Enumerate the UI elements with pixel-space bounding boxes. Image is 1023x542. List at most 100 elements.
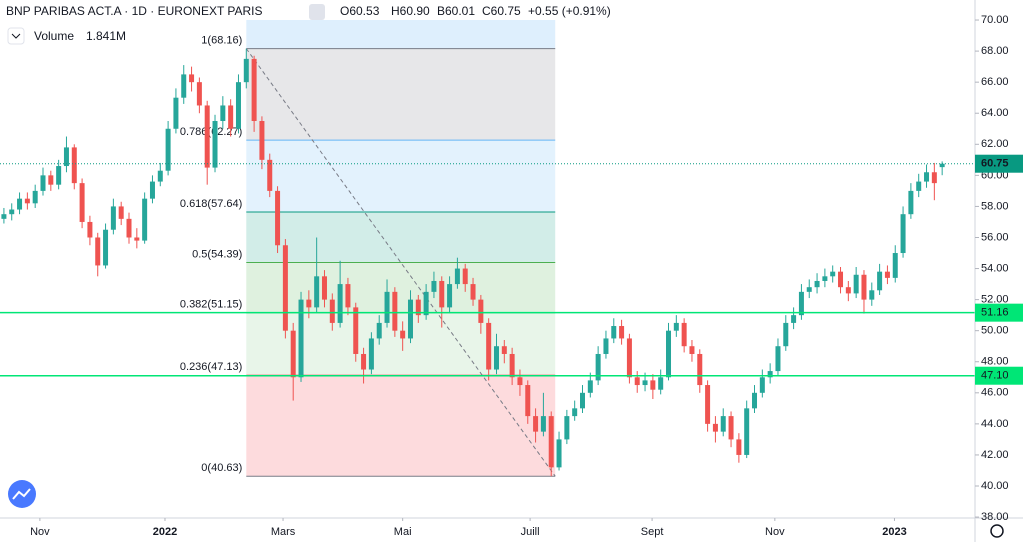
candle-body	[478, 299, 484, 323]
candle-body	[752, 392, 758, 409]
candle-body	[134, 237, 140, 241]
candle-body	[243, 58, 249, 83]
candle-body	[290, 330, 296, 378]
candle-body	[838, 271, 844, 288]
candle-body	[845, 287, 851, 294]
candle-body	[611, 326, 617, 339]
candle-body	[220, 105, 226, 121]
ohlc-c: C60.75	[482, 4, 521, 18]
candle-body	[267, 159, 273, 191]
candle-body	[642, 380, 648, 386]
candle-body	[822, 276, 828, 281]
candle-body	[931, 172, 937, 184]
candle-body	[314, 276, 320, 308]
price-label: 47.10	[981, 370, 1009, 382]
candle-body	[384, 291, 390, 323]
collapse-button[interactable]	[309, 4, 325, 20]
settings-icon[interactable]	[990, 524, 1004, 538]
candle-body	[48, 175, 54, 185]
candle-body	[572, 408, 578, 417]
candle-body	[157, 170, 163, 182]
candle-body	[462, 268, 468, 285]
candle-body	[9, 209, 15, 215]
candle-body	[564, 416, 570, 440]
fib-label: 0.236(47.13)	[180, 361, 242, 373]
fib-zone	[246, 312, 556, 376]
fib-top-zone	[246, 20, 556, 49]
candle-body	[118, 206, 124, 219]
candle-body	[861, 274, 867, 300]
candle-body	[650, 380, 656, 390]
candle-body	[63, 147, 69, 167]
x-tick-label: Mai	[394, 526, 412, 538]
candle-body	[79, 183, 85, 222]
candle-body	[540, 416, 546, 432]
price-label-box	[975, 303, 1023, 322]
candle-body	[501, 346, 507, 354]
fib-zone	[246, 262, 556, 313]
volume-value: 1.841M	[86, 29, 126, 43]
trend-line	[245, 48, 556, 477]
candle-body	[892, 253, 898, 278]
candle-body	[877, 271, 883, 291]
candle-body	[110, 206, 116, 230]
candle-body	[345, 284, 351, 308]
ohlc-l: B60.01	[437, 4, 475, 18]
candle-body	[376, 322, 382, 339]
candle-body	[173, 97, 179, 129]
candle-body	[196, 82, 202, 106]
candle-body	[775, 346, 781, 372]
candle-body	[17, 198, 23, 210]
header: BNP PARIBAS ACT.A · 1D · EURONEXT PARIS …	[6, 4, 611, 45]
candle-body	[579, 392, 585, 409]
candle-body	[814, 280, 820, 288]
candle-body	[486, 322, 492, 370]
candle-body	[705, 385, 711, 424]
y-tick-label: 46.00	[981, 387, 1009, 399]
candle-body	[103, 229, 109, 266]
y-tick-label: 64.00	[981, 107, 1009, 119]
candle-body	[798, 291, 804, 316]
candle-body	[431, 280, 437, 292]
candle-body	[407, 299, 413, 339]
change: +0.55 (+0.91%)	[528, 4, 611, 18]
candle-body	[212, 120, 218, 168]
candle-body	[525, 385, 531, 417]
candle-body	[908, 190, 914, 215]
candle-body	[40, 175, 46, 191]
candle-body	[439, 280, 445, 308]
fib-zone	[246, 48, 556, 141]
candle-body	[204, 105, 210, 168]
x-tick-label: Juill	[521, 526, 540, 538]
fib-label: 0.5(54.39)	[192, 248, 242, 260]
candle-body	[924, 172, 930, 182]
volume-toggle[interactable]	[7, 27, 25, 45]
candle-body	[533, 416, 539, 432]
candle-body	[56, 166, 62, 185]
fib-zone	[246, 375, 556, 477]
candle-body	[415, 299, 421, 316]
candle-body	[282, 245, 288, 331]
y-tick-label: 44.00	[981, 418, 1009, 430]
candle-body	[791, 315, 797, 323]
y-tick-label: 52.00	[981, 294, 1009, 306]
candle-body	[24, 198, 30, 204]
candle-body	[548, 416, 554, 468]
y-tick-label: 38.00	[981, 511, 1009, 523]
y-tick-label: 50.00	[981, 325, 1009, 337]
candle-body	[189, 74, 195, 83]
candle-body	[353, 307, 359, 354]
candle-body	[556, 439, 562, 468]
candle-body	[275, 190, 281, 246]
candle-body	[689, 346, 695, 354]
candle-body	[517, 377, 523, 386]
candle-body	[806, 287, 812, 292]
ohlc-o: O60.53	[340, 4, 380, 18]
candle-body	[595, 353, 601, 381]
candle-body	[712, 423, 718, 432]
candle-body	[361, 353, 367, 370]
y-tick-label: 70.00	[981, 14, 1009, 26]
candle-body	[697, 353, 703, 386]
candle-body	[1, 214, 7, 219]
candle-body	[728, 416, 734, 440]
